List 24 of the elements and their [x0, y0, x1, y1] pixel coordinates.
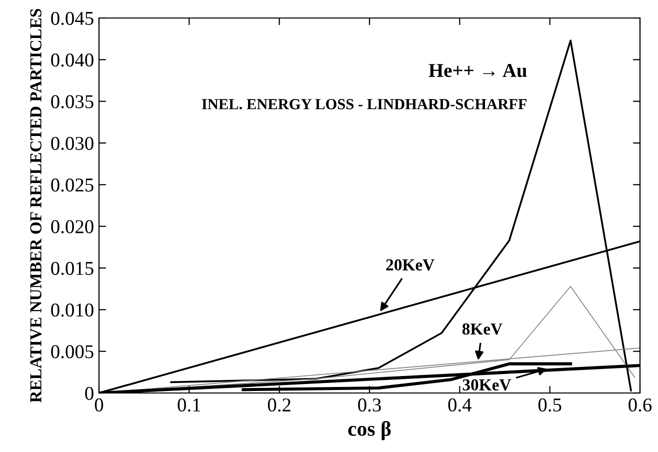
y-tick-label: 0.010	[51, 303, 94, 317]
x-tick-label: 0.5	[538, 398, 562, 412]
y-tick-label: 0.020	[51, 220, 94, 234]
annotation: 20KeV	[386, 259, 434, 271]
x-tick-label: 0.2	[268, 398, 290, 412]
x-tick-label: 0	[94, 398, 104, 412]
y-tick-label: 0	[85, 386, 94, 400]
annotation: 30KeV	[462, 379, 512, 391]
y-tick-label: 0.035	[51, 95, 94, 108]
y-tick-label: 0.045	[51, 12, 94, 26]
annotation: He++ → Au	[428, 64, 527, 78]
annotation: INEL. ENERGY LOSS - LINDHARD-SCHARFF	[202, 99, 527, 110]
y-tick-label: 0.040	[51, 53, 94, 67]
x-tick-label: 0.6	[628, 398, 652, 412]
x-tick-label: 0.1	[178, 398, 200, 412]
y-tick-label: 0.030	[51, 136, 94, 150]
annotation: 8KeV	[462, 323, 502, 335]
x-tick-label: 0.3	[358, 398, 381, 412]
x-tick-label: 0.4	[448, 398, 472, 412]
y-tick-label: 0.015	[51, 262, 94, 276]
y-axis-title: RELATIVE NUMBER OF REFLECTED PARTICLES	[30, 8, 42, 402]
y-tick-label: 0.005	[51, 345, 94, 358]
x-axis-title: cos β	[348, 421, 391, 440]
y-tick-label: 0.025	[51, 178, 94, 192]
